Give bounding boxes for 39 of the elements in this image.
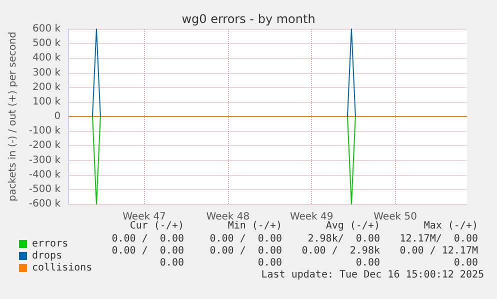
x-tick-label: Week 49	[290, 212, 334, 222]
text: 0.00 / 0.00	[210, 246, 282, 256]
text: 0.00 / 0.00	[112, 246, 184, 256]
y-axis-title: packets in (-) / out (+) per second	[8, 32, 18, 202]
text: 0.00 / 2.98k	[302, 246, 380, 256]
text: 2.98k/ 0.00	[308, 234, 380, 244]
y-tick-label: -500 k	[28, 184, 61, 195]
text: 0.00 / 0.00	[112, 234, 184, 244]
y-tick-label: -300 k	[28, 154, 61, 166]
text: Max (-/+)	[424, 220, 478, 232]
y-tick-label: 300 k	[32, 67, 61, 78]
text: Avg (-/+)	[326, 220, 380, 232]
y-tick-label: 100 k	[32, 96, 61, 108]
text: Last update: Tue Dec 16 15:00:12 2025	[261, 270, 484, 280]
text: Cur (-/+)	[130, 220, 184, 232]
y-tick-label: 0	[54, 111, 61, 122]
x-tick-label: Week 47	[122, 212, 166, 222]
y-tick-label: 400 k	[32, 52, 61, 64]
y-tick-label: -600 k	[28, 198, 61, 210]
text: Min (-/+)	[228, 220, 282, 232]
legend-label: collisions	[32, 262, 92, 274]
chart-title: wg0 errors - by month	[182, 12, 316, 26]
text: 0.00	[160, 258, 184, 268]
y-tick-label: 200 k	[32, 82, 61, 93]
text: 12.17M/ 0.00	[400, 234, 478, 244]
y-tick-label: -100 k	[28, 126, 61, 137]
x-tick-label: Week 50	[374, 212, 417, 222]
legend-label: drops	[32, 250, 62, 262]
text: 0.00	[356, 258, 380, 268]
text: 0.00	[454, 258, 478, 268]
y-tick-label: -400 k	[28, 169, 61, 180]
legend-label: errors	[32, 238, 68, 250]
text: 0.00 / 0.00	[210, 234, 282, 244]
y-tick-label: 600 k	[32, 24, 61, 34]
text: 0.00	[258, 258, 282, 268]
y-tick-label: 500 k	[32, 38, 61, 50]
y-tick-label: -200 k	[28, 140, 61, 152]
x-tick-label: Week 48	[206, 212, 250, 222]
text: 0.00 / 12.17M	[400, 246, 478, 256]
